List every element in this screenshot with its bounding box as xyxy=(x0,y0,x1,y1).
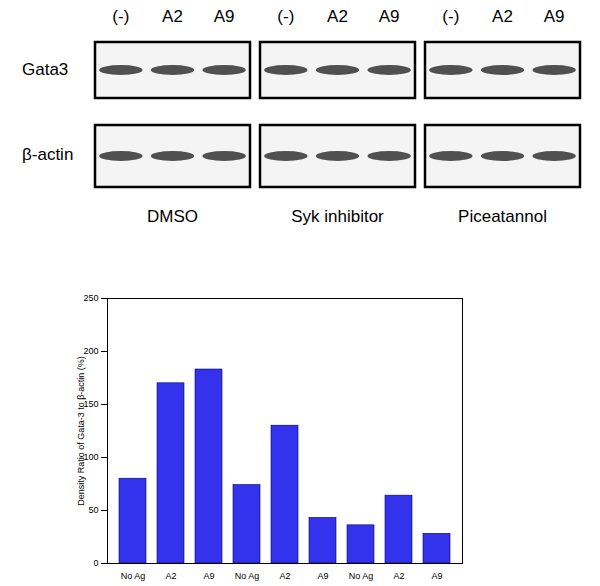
svg-text:A2: A2 xyxy=(393,571,404,581)
svg-text:200: 200 xyxy=(83,346,98,356)
svg-text:A2: A2 xyxy=(279,571,290,581)
svg-text:Density Ratio of Gata-3 to β-a: Density Ratio of Gata-3 to β-actin (%) xyxy=(76,356,86,506)
svg-text:250: 250 xyxy=(83,293,98,303)
svg-text:A2: A2 xyxy=(162,7,183,26)
svg-text:100: 100 xyxy=(83,452,99,463)
svg-text:(-): (-) xyxy=(277,7,294,26)
svg-text:A9: A9 xyxy=(214,7,235,26)
svg-text:No Ag: No Ag xyxy=(121,571,146,581)
svg-text:0: 0 xyxy=(93,558,98,568)
svg-text:A9: A9 xyxy=(431,571,442,581)
svg-text:A9: A9 xyxy=(379,7,400,26)
svg-text:50: 50 xyxy=(88,505,98,515)
svg-text:(-): (-) xyxy=(442,7,459,26)
svg-text:DMSO: DMSO xyxy=(147,207,198,226)
svg-text:150: 150 xyxy=(83,399,99,410)
svg-text:A2: A2 xyxy=(327,7,348,26)
svg-text:A9: A9 xyxy=(203,571,214,581)
svg-text:No Ag: No Ag xyxy=(349,571,374,581)
svg-text:Syk inhibitor: Syk inhibitor xyxy=(291,207,384,226)
svg-text:A2: A2 xyxy=(165,571,176,581)
svg-text:No Ag: No Ag xyxy=(235,571,260,581)
svg-text:β-actin: β-actin xyxy=(22,145,73,164)
svg-text:A2: A2 xyxy=(492,7,513,26)
svg-text:Gata3: Gata3 xyxy=(22,60,68,79)
svg-text:(-): (-) xyxy=(112,7,129,26)
svg-text:Piceatannol: Piceatannol xyxy=(458,207,547,226)
svg-text:A9: A9 xyxy=(317,571,328,581)
svg-text:A9: A9 xyxy=(544,7,565,26)
